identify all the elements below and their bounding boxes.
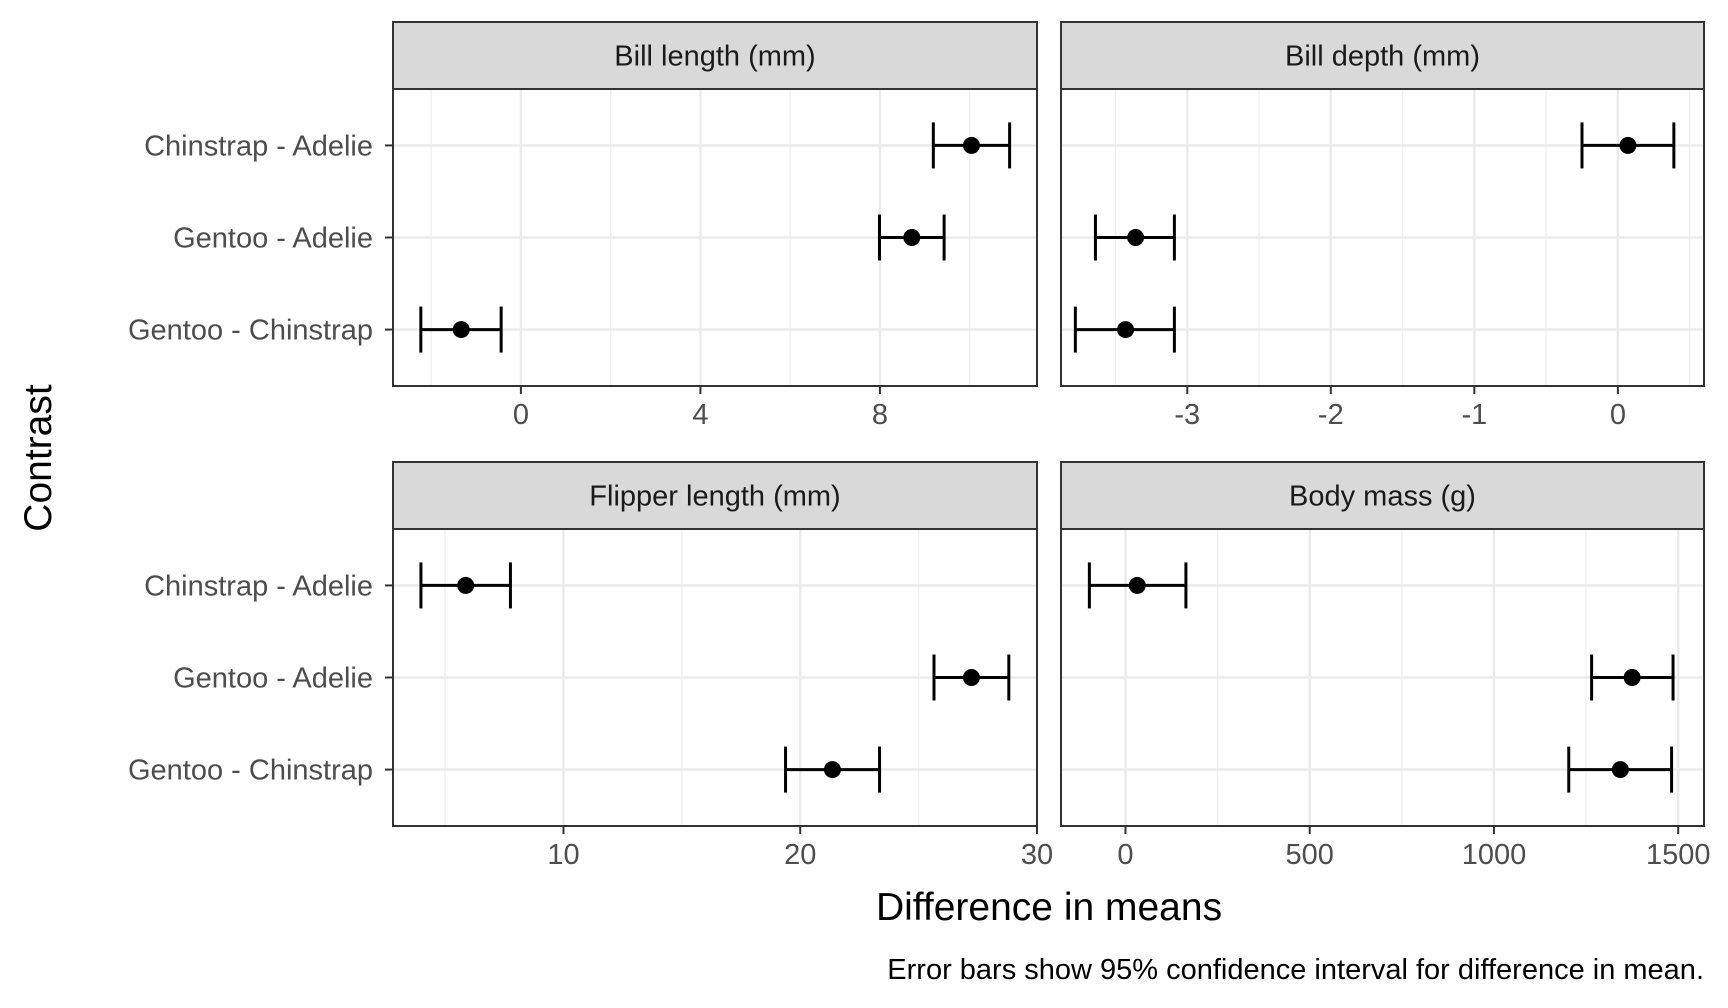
x-axis-title: Difference in means	[876, 886, 1222, 929]
facet-panel-4: Body mass (g) 0 500 1000 1500	[1060, 461, 1711, 871]
facet-strip-label: Body mass (g)	[1289, 481, 1476, 513]
panel-border	[1060, 88, 1705, 387]
facet-panel-2: Bill depth (mm) -3 -2 -1 0	[1060, 21, 1705, 431]
errorbar-group	[1093, 214, 1176, 261]
facet-strip	[392, 461, 1038, 530]
x-tick-label: -3	[1174, 399, 1200, 431]
point-estimate	[1117, 321, 1135, 339]
errorbar-group	[931, 122, 1012, 169]
errorbar-group	[1590, 654, 1675, 701]
point-estimate	[1127, 229, 1145, 246]
y-axis-title: Contrast	[17, 384, 60, 532]
x-tick-label: 0	[1117, 839, 1133, 871]
x-tick-label: 0	[513, 399, 529, 431]
y-tick-label: Gentoo - Chinstrap	[128, 315, 373, 347]
facet-strip-label: Bill length (mm)	[614, 41, 815, 73]
x-tick-label: -1	[1461, 399, 1487, 431]
x-tick-label: 4	[692, 399, 708, 431]
facet-strip-label: Bill depth (mm)	[1285, 41, 1480, 73]
errorbar-group	[932, 654, 1011, 701]
point-estimate	[962, 669, 980, 686]
errorbar-group	[784, 746, 882, 793]
point-estimate	[457, 576, 475, 594]
x-tick-label: 1000	[1462, 839, 1527, 871]
facet-panel-3: Flipper length (mm) 10 20 30 Chinstrap - Ade…	[128, 461, 1053, 871]
x-tick-label: 10	[547, 839, 579, 871]
x-tick-label: -2	[1318, 399, 1344, 431]
y-tick-label: Gentoo - Adelie	[173, 663, 373, 695]
chart-caption: Error bars show 95% confidence interval …	[887, 954, 1704, 986]
errorbar-group	[1580, 122, 1676, 169]
point-estimate	[1128, 576, 1146, 594]
y-tick-label: Chinstrap - Adelie	[144, 130, 373, 162]
facet-panel-1: Bill length (mm) 0 4 8 Chinstrap - Adelie Gen…	[128, 21, 1038, 431]
errorbar-group	[1087, 562, 1188, 609]
y-tick-label: Chinstrap - Adelie	[144, 570, 373, 602]
x-tick-label: 500	[1286, 839, 1334, 871]
point-estimate	[1623, 669, 1641, 686]
facet-strip	[392, 21, 1038, 90]
point-estimate	[823, 761, 841, 779]
x-tick-label: 1500	[1646, 839, 1711, 871]
facet-strip-label: Flipper length (mm)	[589, 481, 840, 513]
panel-border	[1060, 528, 1705, 827]
errorbar-group	[1073, 306, 1176, 353]
y-tick-label: Gentoo - Adelie	[173, 223, 373, 255]
x-tick-label: 8	[872, 399, 888, 431]
facet-panels: Bill length (mm) 0 4 8 Chinstrap - Adelie Gen…	[128, 21, 1711, 871]
point-estimate	[962, 136, 980, 154]
x-tick-label: 30	[1021, 839, 1053, 871]
errorbar-group	[877, 214, 946, 261]
facet-strip	[1060, 21, 1705, 90]
point-estimate	[1611, 761, 1629, 779]
x-tick-label: 0	[1610, 399, 1626, 431]
point-estimate	[1619, 136, 1637, 154]
errorbar-group	[419, 562, 512, 609]
y-tick-label: Gentoo - Chinstrap	[128, 755, 373, 787]
errorbar-group	[419, 306, 503, 353]
point-estimate	[903, 229, 921, 246]
x-tick-label: 20	[784, 839, 816, 871]
point-estimate	[452, 321, 470, 339]
errorbar-group	[1567, 746, 1674, 793]
